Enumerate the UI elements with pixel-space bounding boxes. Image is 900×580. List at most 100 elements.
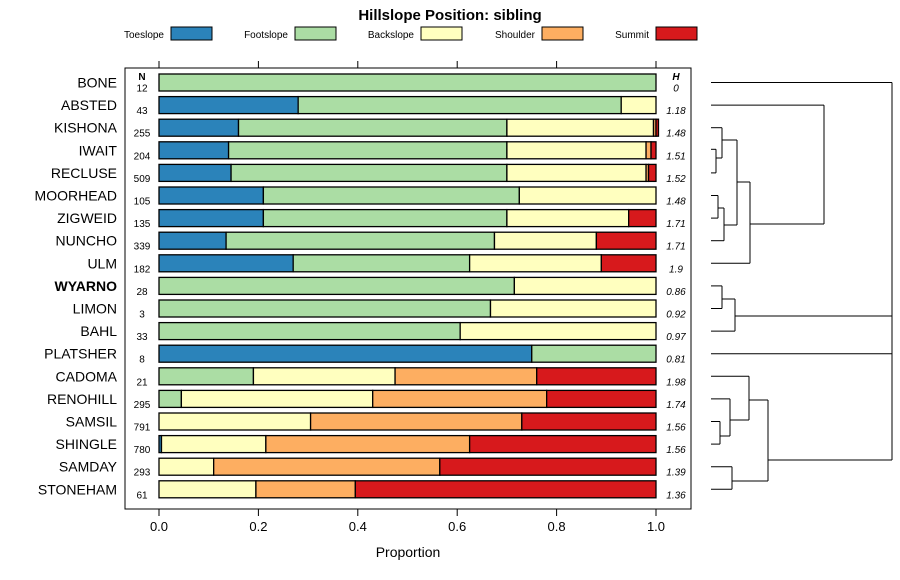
n-value-samsil: 791 [134,423,151,434]
soil-label-wyarno: WYARNO [55,278,118,294]
bar-bahl-backslope [459,321,657,341]
bar-cadoma-shoulder [394,367,538,386]
bar-renohill-shoulder [372,389,548,409]
soil-label-kishona: KISHONA [54,120,118,136]
soil-label-ulm: ULM [87,255,117,271]
h-value-limon: 0.92 [666,310,686,321]
h-value-samsil: 1.56 [666,423,686,434]
soil-label-cadoma: CADOMA [56,368,118,384]
bar-renohill-summit [546,389,657,409]
n-value-iwait: 204 [134,151,151,162]
bar-samday-summit [439,457,657,476]
bar-kishona-summit [655,118,660,137]
n-value-samday: 293 [134,468,151,479]
dendrogram [711,82,893,490]
legend-label-backslope: Backslope [368,30,415,41]
bar-bone-footslope [158,73,657,92]
x-tick-label-1: 0.2 [249,519,267,534]
bar-wyarno-backslope [513,276,657,296]
soil-label-stoneham: STONEHAM [38,481,117,497]
soil-label-zigweid: ZIGWEID [57,210,117,226]
bar-samsil-shoulder [309,412,523,431]
bar-iwait-toeslope [158,141,230,160]
x-tick-label-0: 0.0 [150,519,168,534]
bar-iwait-summit [650,141,657,160]
soil-label-platsher: PLATSHER [44,346,117,362]
h-value-absted: 1.18 [666,106,686,117]
n-value-shingle: 780 [134,445,151,456]
h-value-bahl: 0.97 [666,332,686,343]
bar-zigweid-toeslope [158,208,265,228]
bar-samsil-backslope [158,412,312,431]
n-value-absted: 43 [136,106,148,117]
soil-label-limon: LIMON [73,301,117,317]
x-tick-label-5: 1.0 [647,519,665,534]
bar-zigweid-footslope [262,208,508,228]
legend-swatch-toeslope [170,26,213,41]
h-value-stoneham: 1.36 [666,490,686,501]
n-header: N [138,72,145,83]
h-value-platsher: 0.81 [666,355,685,366]
h-value-zigweid: 1.71 [666,219,685,230]
bar-recluse-footslope [230,163,508,183]
h-value-renohill: 1.74 [666,400,686,411]
h-value-samday: 1.39 [666,468,686,479]
n-value-bahl: 33 [136,332,148,343]
legend-label-footslope: Footslope [244,30,288,41]
bar-samsil-summit [521,412,657,431]
bar-samday-backslope [158,457,215,476]
legend-label-toeslope: Toeslope [124,30,164,41]
legend-label-shoulder: Shoulder [495,30,536,41]
bar-platsher-toeslope [158,344,533,363]
bar-ulm-toeslope [158,254,294,273]
h-value-moorhead: 1.48 [666,197,686,208]
legend: Toeslope Footslope Backslope Shoulder Summit [124,26,698,41]
bar-rows: BONE 12 0 ABSTED 43 1.18 KISHONA 255 1.48 IWAIT 20… [35,73,686,501]
h-value-kishona: 1.48 [666,129,686,140]
h-value-iwait: 1.51 [666,151,685,162]
bar-shingle-backslope [160,434,267,454]
bar-cadoma-footslope [158,367,255,386]
soil-label-iwait: IWAIT [79,142,118,158]
bar-iwait-footslope [227,141,508,160]
bar-moorhead-backslope [518,186,657,205]
legend-label-summit: Summit [615,30,649,41]
n-value-limon: 3 [139,310,145,321]
n-value-kishona: 255 [134,129,151,140]
soil-label-shingle: SHINGLE [56,436,117,452]
h-value-ulm: 1.9 [669,264,683,275]
n-value-nuncho: 339 [134,242,151,253]
x-axis: 0.0 0.2 0.4 0.6 0.8 1.0 [150,61,665,534]
soil-label-absted: ABSTED [61,97,117,113]
bar-nuncho-backslope [493,231,598,250]
h-value-nuncho: 1.71 [666,242,685,253]
h-value-bone: 0 [673,84,679,95]
soil-label-bahl: BAHL [80,323,117,339]
n-value-zigweid: 135 [134,219,151,230]
x-tick-label-4: 0.8 [548,519,566,534]
bar-nuncho-toeslope [158,231,227,250]
bar-kishona-footslope [237,118,508,137]
n-value-platsher: 8 [139,355,145,366]
bar-ulm-backslope [468,254,602,273]
bar-renohill-footslope [158,389,183,409]
bar-iwait-backslope [506,141,647,160]
bar-nuncho-footslope [225,231,496,250]
n-value-bone: 12 [136,84,148,95]
legend-swatch-shoulder [541,26,584,41]
bar-limon-backslope [489,299,657,318]
h-value-cadoma: 1.98 [666,377,686,388]
bar-absted-footslope [297,95,622,115]
legend-swatch-summit [655,26,698,41]
h-value-recluse: 1.52 [666,174,686,185]
h-header: H [672,72,680,83]
soil-label-bone: BONE [77,75,117,91]
chart-title: Hillslope Position: sibling [358,7,541,24]
n-value-moorhead: 105 [134,197,151,208]
h-value-wyarno: 0.86 [666,287,686,298]
bar-kishona-toeslope [158,118,240,137]
bar-stoneham-shoulder [255,480,356,499]
bar-stoneham-summit [354,480,657,499]
soil-label-samday: SAMDAY [59,459,118,475]
